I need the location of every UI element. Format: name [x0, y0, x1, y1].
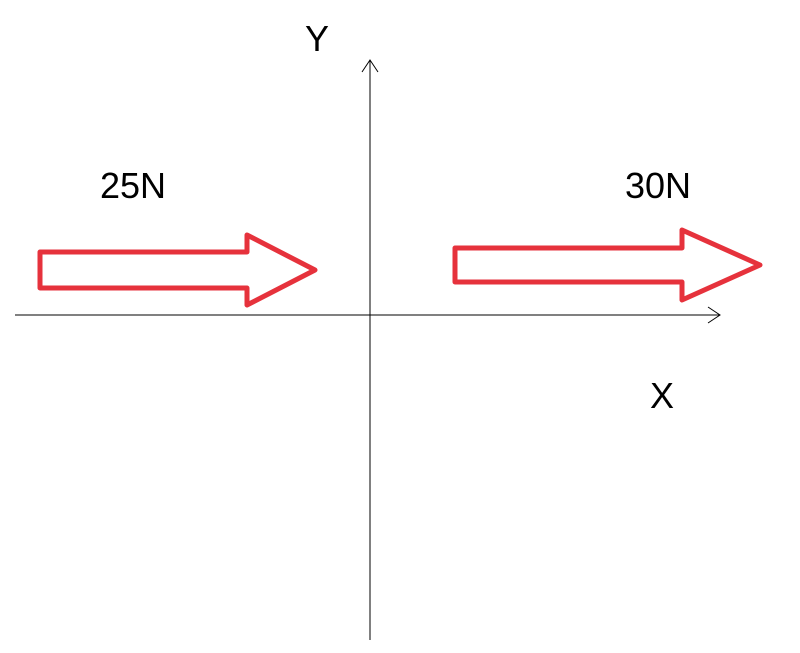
left-arrow-shape — [40, 235, 315, 305]
right-force-label: 30N — [625, 165, 691, 207]
axes — [15, 60, 720, 640]
left-force-label: 25N — [100, 165, 166, 207]
right-force-arrow — [455, 230, 760, 300]
y-axis-label: Y — [305, 18, 329, 60]
diagram-canvas — [0, 0, 800, 653]
x-axis-label: X — [650, 375, 674, 417]
left-force-arrow — [40, 235, 315, 305]
right-arrow-shape — [455, 230, 760, 300]
